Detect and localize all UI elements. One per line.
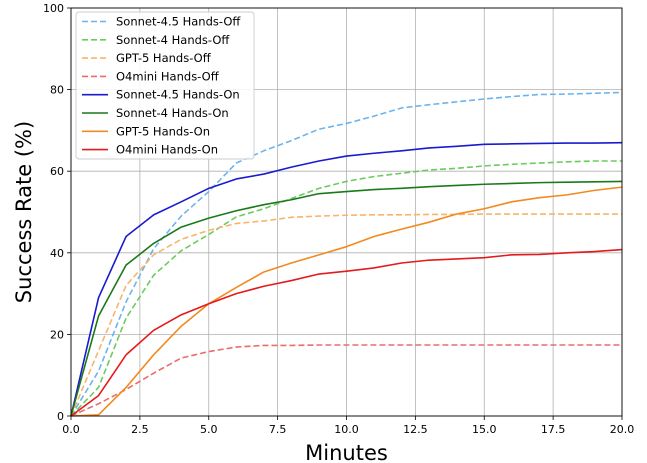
y-tick-label: 0 bbox=[57, 410, 64, 423]
x-tick-label: 0.0 bbox=[62, 423, 80, 436]
y-tick-label: 20 bbox=[50, 328, 64, 341]
y-tick-label: 100 bbox=[43, 2, 64, 15]
x-tick-label: 7.5 bbox=[269, 423, 287, 436]
series-line-8 bbox=[70, 248, 623, 417]
series-line-5 bbox=[70, 141, 623, 417]
series-lines bbox=[70, 91, 623, 417]
legend-box bbox=[75, 11, 255, 160]
legend-label-3: GPT-5 Hands-Off bbox=[116, 51, 212, 65]
legend-label-1: Sonnet-4.5 Hands-Off bbox=[116, 15, 241, 29]
x-tick-label: 2.5 bbox=[131, 423, 149, 436]
x-tick-label: 5.0 bbox=[200, 423, 218, 436]
series-line-3 bbox=[70, 213, 622, 417]
y-tick-label: 40 bbox=[50, 247, 64, 260]
x-tick-label: 15.0 bbox=[472, 423, 497, 436]
y-tick-label: 80 bbox=[50, 84, 64, 97]
x-tick-label: 20.0 bbox=[610, 423, 635, 436]
x-axis-label: Minutes bbox=[305, 441, 388, 463]
series-line-2 bbox=[70, 160, 622, 417]
legend-label-5: Sonnet-4.5 Hands-On bbox=[116, 88, 240, 102]
series-line-7 bbox=[70, 186, 623, 417]
x-tick-label: 12.5 bbox=[403, 423, 428, 436]
legend-label-4: O4mini Hands-Off bbox=[116, 69, 220, 83]
legend-label-8: O4mini Hands-On bbox=[116, 143, 218, 157]
grid-lines bbox=[70, 7, 623, 417]
y-axis-label: Success Rate (%) bbox=[12, 121, 36, 303]
legend: Sonnet-4.5 Hands-Off Sonnet-4 Hands-Off GP… bbox=[75, 11, 255, 160]
legend-label-6: Sonnet-4 Hands-On bbox=[116, 106, 229, 120]
series-line-4 bbox=[70, 344, 622, 417]
y-tick-label: 60 bbox=[50, 165, 64, 178]
x-tick-label: 10.0 bbox=[334, 423, 359, 436]
legend-label-2: Sonnet-4 Hands-Off bbox=[116, 33, 230, 47]
series-line-6 bbox=[70, 180, 623, 417]
x-tick-label: 17.5 bbox=[541, 423, 566, 436]
axis-ticks: 0.0 2.5 5.0 7.5 10.0 12.5 15.0 17.5 20.0 0 20 40 60 8… bbox=[43, 2, 634, 436]
legend-label-7: GPT-5 Hands-On bbox=[116, 124, 210, 138]
